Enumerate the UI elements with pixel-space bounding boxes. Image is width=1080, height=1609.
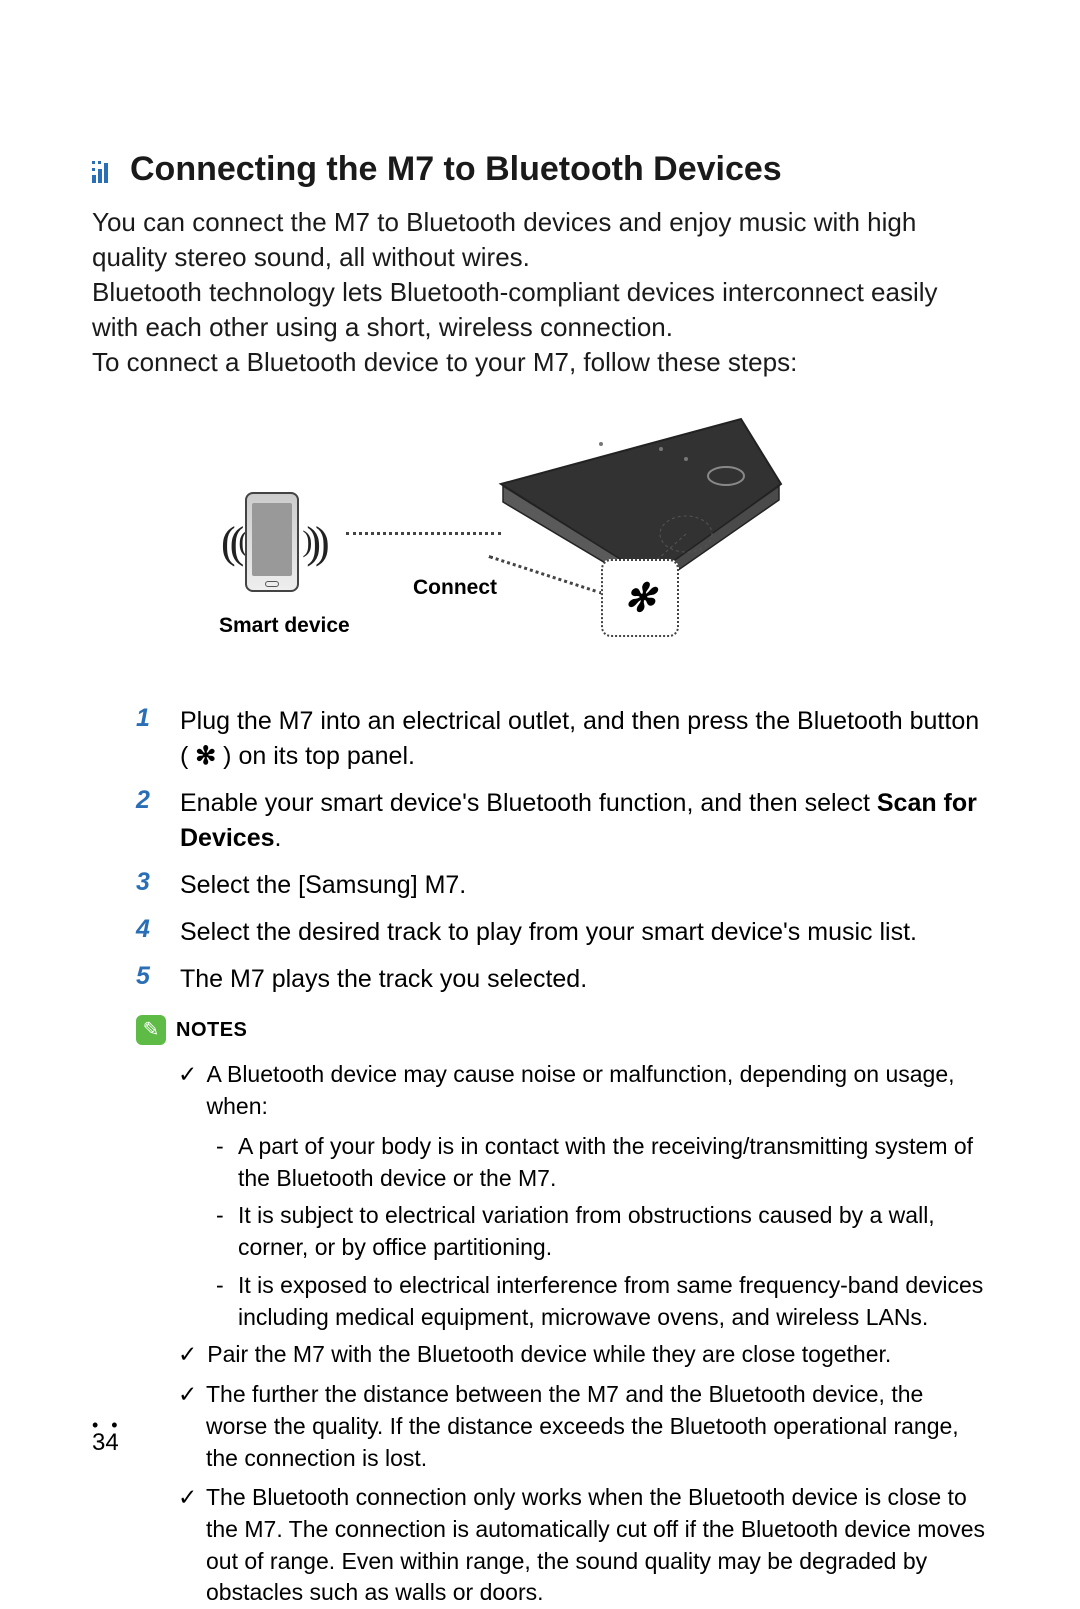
notes-header: NOTES bbox=[136, 1015, 990, 1045]
bluetooth-inline-icon: ✻ bbox=[195, 739, 216, 774]
page-number: • • 34 bbox=[92, 1422, 122, 1457]
note-item: ✓ The further the distance between the M… bbox=[178, 1379, 990, 1474]
section-heading: Connecting the M7 to Bluetooth Devices bbox=[130, 150, 782, 189]
notes-title: NOTES bbox=[176, 1019, 247, 1042]
note-sub: - It is subject to electrical variation … bbox=[216, 1200, 990, 1263]
bluetooth-icon: ✻ bbox=[624, 575, 656, 622]
smart-device-graphic: (( ( ) )) bbox=[221, 492, 324, 592]
connection-diagram: (( ( ) )) Smart device Connect bbox=[191, 424, 891, 664]
dash-icon: - bbox=[216, 1200, 226, 1263]
note-item: ✓ A Bluetooth device may cause noise or … bbox=[178, 1059, 990, 1122]
step-number: 5 bbox=[136, 962, 154, 997]
intro-p1: You can connect the M7 to Bluetooth devi… bbox=[92, 205, 990, 275]
intro-block: You can connect the M7 to Bluetooth devi… bbox=[92, 205, 990, 380]
steps-list: 1 Plug the M7 into an electrical outlet,… bbox=[136, 704, 990, 997]
step-number: 1 bbox=[136, 704, 154, 774]
check-icon: ✓ bbox=[178, 1482, 196, 1609]
note-item: ✓ The Bluetooth connection only works wh… bbox=[178, 1482, 990, 1609]
step-3: 3 Select the [Samsung] M7. bbox=[136, 868, 990, 903]
note-sub-text: A part of your body is in contact with t… bbox=[238, 1131, 990, 1194]
bluetooth-callout: ✻ bbox=[601, 559, 679, 637]
check-icon: ✓ bbox=[178, 1379, 196, 1474]
step-text: Enable your smart device's Bluetooth fun… bbox=[180, 786, 990, 856]
page-number-dots: • • bbox=[92, 1422, 122, 1429]
bars-icon bbox=[92, 157, 118, 183]
step-number: 4 bbox=[136, 915, 154, 950]
check-icon: ✓ bbox=[178, 1339, 197, 1371]
note-text: Pair the M7 with the Bluetooth device wh… bbox=[207, 1339, 891, 1371]
page-number-value: 34 bbox=[92, 1429, 122, 1457]
section-heading-row: Connecting the M7 to Bluetooth Devices bbox=[92, 150, 990, 189]
note-text: The Bluetooth connection only works when… bbox=[206, 1482, 990, 1609]
note-sub-text: It is subject to electrical variation fr… bbox=[238, 1200, 990, 1263]
note-text: A Bluetooth device may cause noise or ma… bbox=[207, 1059, 990, 1122]
signal-right-icon: )) bbox=[306, 517, 323, 568]
step-number: 3 bbox=[136, 868, 154, 903]
step-4: 4 Select the desired track to play from … bbox=[136, 915, 990, 950]
smart-device-label: Smart device bbox=[219, 614, 350, 638]
step-text: The M7 plays the track you selected. bbox=[180, 962, 587, 997]
note-text: The further the distance between the M7 … bbox=[206, 1379, 990, 1474]
signal-left-inner-icon: ( bbox=[238, 525, 242, 559]
intro-p3: To connect a Bluetooth device to your M7… bbox=[92, 345, 990, 380]
dash-icon: - bbox=[216, 1270, 226, 1333]
dotted-line-1 bbox=[346, 532, 501, 535]
check-icon: ✓ bbox=[178, 1059, 197, 1122]
note-sub: - It is exposed to electrical interferen… bbox=[216, 1270, 990, 1333]
step-2: 2 Enable your smart device's Bluetooth f… bbox=[136, 786, 990, 856]
connect-label: Connect bbox=[413, 576, 497, 600]
step-text: Select the [Samsung] M7. bbox=[180, 868, 466, 903]
signal-left-icon: (( bbox=[221, 517, 238, 568]
step-1: 1 Plug the M7 into an electrical outlet,… bbox=[136, 704, 990, 774]
note-sub: - A part of your body is in contact with… bbox=[216, 1131, 990, 1194]
step-text: Plug the M7 into an electrical outlet, a… bbox=[180, 704, 990, 774]
intro-p2: Bluetooth technology lets Bluetooth-comp… bbox=[92, 275, 990, 345]
note-sub-text: It is exposed to electrical interference… bbox=[238, 1270, 990, 1333]
step-text: Select the desired track to play from yo… bbox=[180, 915, 917, 950]
dash-icon: - bbox=[216, 1131, 226, 1194]
step-number: 2 bbox=[136, 786, 154, 856]
phone-icon bbox=[245, 492, 299, 592]
step-5: 5 The M7 plays the track you selected. bbox=[136, 962, 990, 997]
note-item: ✓ Pair the M7 with the Bluetooth device … bbox=[178, 1339, 990, 1371]
notes-icon bbox=[136, 1015, 166, 1045]
